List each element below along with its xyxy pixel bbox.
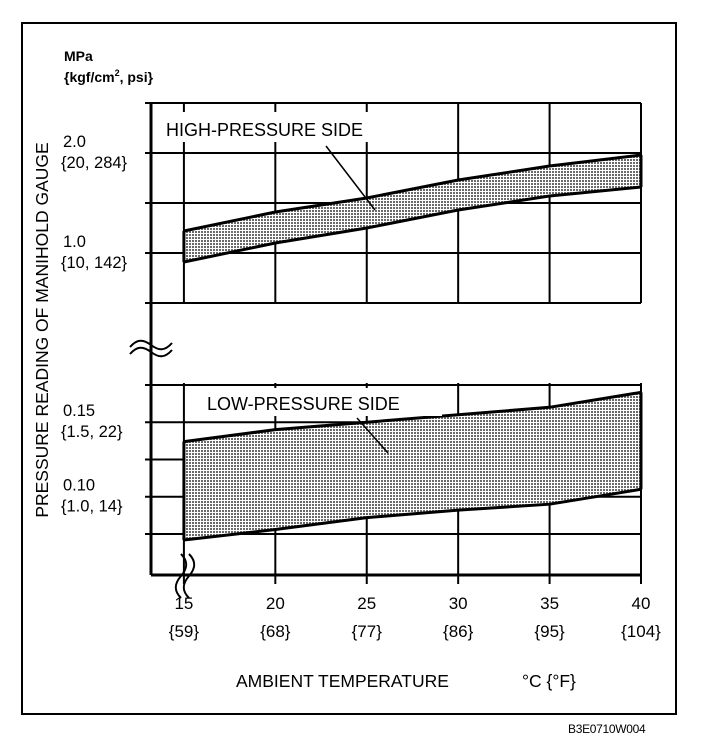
pressure-bands [182, 153, 643, 542]
x-tick-sublabel: {86} [443, 622, 474, 641]
x-tick-label: 25 [357, 594, 376, 613]
y-axis-break-icon [129, 339, 173, 358]
band-lower-edge [183, 185, 642, 264]
x-axis-title: AMBIENT TEMPERATURE [236, 671, 449, 691]
y-tick-label: 0.15 [63, 402, 95, 420]
x-tick-sublabel: {68} [260, 622, 291, 641]
band-upper-edge [183, 390, 642, 444]
y-tick-sublabel: {20, 284} [61, 154, 128, 172]
y-tick-label: 1.0 [63, 233, 86, 251]
outer-frame [21, 22, 677, 715]
x-tick-sublabel: {59} [169, 622, 200, 641]
high-pressure-band [183, 155, 641, 262]
y-tick-sublabel: {1.5, 22} [61, 423, 123, 441]
series-label-low: LOW-PRESSURE SIDE [207, 394, 400, 414]
y-tick-label: 0.10 [63, 477, 95, 495]
x-tick-label: 15 [174, 594, 193, 613]
axes [149, 102, 642, 577]
band-lower-edge [183, 487, 642, 542]
x-axis-break-icon [174, 553, 196, 599]
x-tick-label: 30 [449, 594, 468, 613]
y-tick-label: 2.0 [63, 133, 86, 151]
y-unit-mpa: MPa [64, 48, 93, 64]
x-tick-sublabel: {77} [352, 622, 383, 641]
leader-line-high [325, 145, 376, 211]
series-label-high: HIGH-PRESSURE SIDE [166, 120, 363, 140]
figure-code: B3E0710W004 [568, 722, 646, 736]
x-tick-label: 20 [266, 594, 285, 613]
x-tick-label: 40 [632, 594, 651, 613]
x-tick-sublabel: {95} [534, 622, 565, 641]
y-tick-sublabel: {1.0, 14} [61, 498, 123, 516]
leader-line-low [356, 417, 389, 454]
band-upper-edge [183, 153, 642, 233]
y-tick-sublabel: {10, 142} [61, 254, 128, 272]
y-axis-title: PRESSURE READING OF MANIHOLD GAUGE [32, 142, 52, 517]
x-tick-sublabel: {104} [621, 622, 661, 641]
tick-labels: 2.0 {20, 284} 1.0 {10, 142} 0.15 {1.5, 22} 0.1… [61, 133, 661, 641]
y-unit-kgf-psi: {kgf/cm2, psi} [64, 68, 154, 85]
x-tick-label: 35 [540, 594, 559, 613]
x-axis-unit: °C {°F} [522, 671, 576, 691]
